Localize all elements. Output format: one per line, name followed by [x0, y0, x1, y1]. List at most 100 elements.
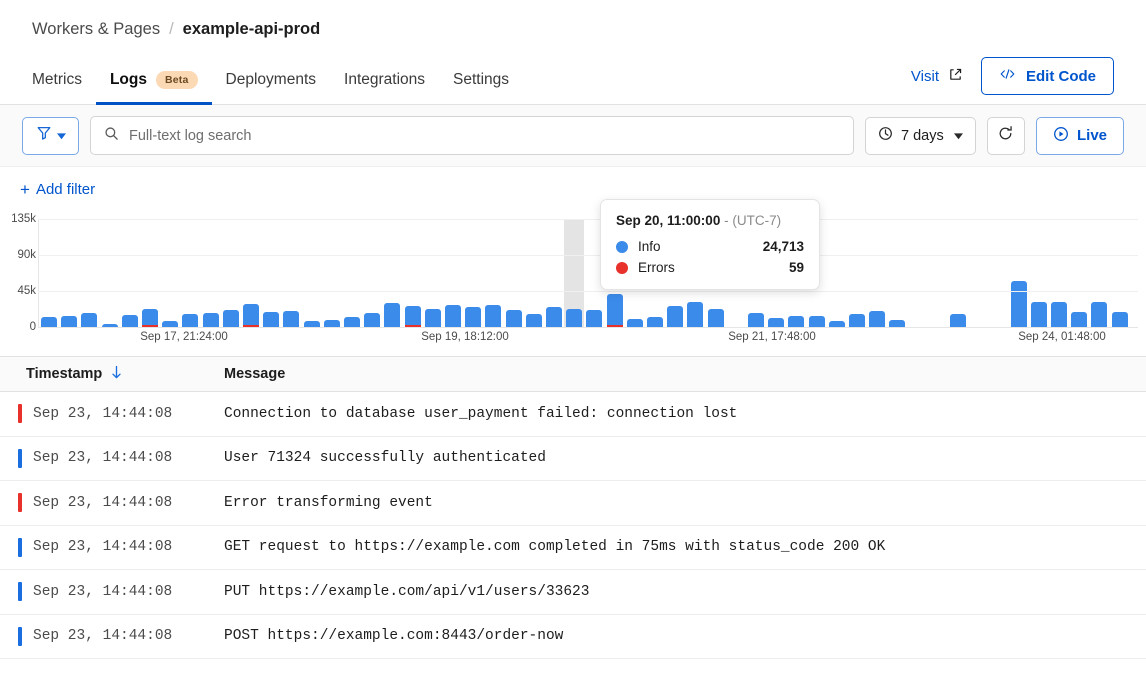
chart-gridline — [38, 255, 1138, 256]
logs-table: Timestamp Message Sep 23, 14:44:08 Connec… — [0, 356, 1146, 659]
chart-bar-info[interactable] — [182, 313, 199, 327]
chart-bar-info[interactable] — [768, 318, 785, 327]
live-button[interactable]: Live — [1035, 116, 1124, 155]
breadcrumb-current: example-api-prod — [182, 19, 321, 38]
chart-bar-info[interactable] — [889, 319, 906, 327]
chart-bar-info[interactable] — [162, 320, 179, 327]
chart-bar-info[interactable] — [950, 314, 966, 327]
chart-bar-info[interactable] — [505, 310, 522, 327]
chart-bar-info[interactable] — [546, 307, 562, 327]
tab-bar: Metrics Logs Beta Deployments Integratio… — [0, 57, 1146, 105]
chart-bar-info[interactable] — [121, 315, 138, 327]
chart-bar-info[interactable] — [202, 312, 219, 327]
chart-bar-info[interactable] — [384, 303, 401, 327]
chart-gridline — [38, 327, 1138, 328]
tab-deployments-label: Deployments — [225, 71, 317, 88]
chart-x-tick-label: Sep 24, 01:48:00 — [1018, 331, 1106, 343]
chart-bar-info[interactable] — [485, 304, 502, 327]
search-box[interactable] — [90, 116, 854, 155]
breadcrumb-separator: / — [169, 19, 174, 38]
visit-link[interactable]: Visit — [911, 67, 963, 86]
chart-y-tick-label: 45k — [17, 285, 36, 297]
chart-bar-info[interactable] — [667, 306, 684, 327]
chart-bar-info[interactable] — [647, 316, 663, 327]
edit-code-label: Edit Code — [1026, 67, 1096, 85]
chart-bar-info[interactable] — [465, 307, 482, 327]
log-volume-chart[interactable]: 0 45k 90k 135k Sep 17, 21:24:00 Sep 19, 18:1… — [0, 211, 1146, 356]
chart-bar-info[interactable] — [323, 319, 340, 327]
chart-bar-errors[interactable] — [243, 325, 259, 327]
search-input[interactable] — [129, 127, 840, 144]
refresh-button[interactable] — [986, 116, 1025, 155]
chart-bar-info[interactable] — [707, 309, 724, 327]
filter-dropdown-button[interactable] — [22, 116, 79, 155]
chart-bar-errors[interactable] — [606, 325, 623, 327]
chart-bar-info[interactable] — [869, 311, 886, 327]
tooltip-errors-label: Errors — [638, 260, 675, 275]
chart-bar-info[interactable] — [303, 320, 320, 327]
tab-metrics[interactable]: Metrics — [18, 71, 96, 105]
table-row[interactable]: Sep 23, 14:44:08 POST https://example.com… — [0, 615, 1146, 659]
chart-bar-info[interactable] — [445, 305, 461, 327]
chart-bar-info[interactable] — [263, 311, 280, 327]
chart-bar-info[interactable] — [222, 310, 239, 327]
chart-bar-info[interactable] — [1091, 302, 1108, 327]
chart-bar-info[interactable] — [243, 304, 259, 325]
chart-bar-info[interactable] — [748, 312, 764, 327]
chart-bar-info[interactable] — [283, 311, 300, 327]
funnel-icon — [36, 125, 52, 146]
chart-bar-info[interactable] — [849, 314, 865, 327]
cell-timestamp: Sep 23, 14:44:08 — [33, 539, 173, 556]
chart-bar-info[interactable] — [344, 316, 360, 327]
chart-bar-errors[interactable] — [142, 325, 158, 327]
chart-bar-info[interactable] — [1051, 302, 1067, 327]
chart-bar-info[interactable] — [364, 312, 381, 327]
tab-integrations[interactable]: Integrations — [330, 71, 439, 105]
column-header-message[interactable]: Message — [224, 366, 286, 382]
add-filter-button[interactable]: + Add filter — [20, 181, 95, 198]
chart-bar-info[interactable] — [81, 313, 98, 327]
tab-integrations-label: Integrations — [344, 71, 426, 88]
cell-message: GET request to https://example.com compl… — [224, 539, 886, 556]
chart-bar-info[interactable] — [566, 308, 583, 327]
chart-bar-info[interactable] — [687, 302, 704, 327]
edit-code-button[interactable]: Edit Code — [981, 57, 1114, 95]
table-row[interactable]: Sep 23, 14:44:08 PUT https://example.com/… — [0, 570, 1146, 615]
chart-bar-info[interactable] — [1111, 311, 1128, 327]
chart-bar-info[interactable] — [142, 309, 158, 325]
chart-bar-info[interactable] — [41, 316, 57, 327]
chart-bar-info[interactable] — [788, 315, 805, 327]
clock-icon — [878, 126, 893, 145]
chart-y-tick-label: 0 — [29, 321, 36, 333]
tab-logs[interactable]: Logs Beta — [95, 71, 212, 105]
table-row[interactable]: Sep 23, 14:44:08 Connection to database u… — [0, 392, 1146, 437]
chart-bars[interactable] — [41, 211, 1138, 356]
chart-bar-errors[interactable] — [404, 325, 421, 327]
chart-bar-info[interactable] — [101, 324, 118, 327]
chart-y-axis: 0 45k 90k 135k — [0, 211, 36, 356]
chart-bar-info[interactable] — [424, 309, 441, 327]
chart-bar-info[interactable] — [828, 321, 845, 327]
table-row[interactable]: Sep 23, 14:44:08 User 71324 successfully … — [0, 437, 1146, 481]
beta-badge: Beta — [155, 71, 198, 89]
severity-indicator — [18, 493, 22, 513]
chart-bar-info[interactable] — [404, 305, 421, 325]
chart-bar-info[interactable] — [1071, 311, 1088, 327]
chart-bar-info[interactable] — [808, 315, 825, 327]
add-filter-label: Add filter — [35, 180, 96, 198]
tab-deployments[interactable]: Deployments — [212, 71, 330, 105]
table-row[interactable]: Sep 23, 14:44:08 Error transforming event — [0, 481, 1146, 526]
chart-bar-info[interactable] — [626, 319, 643, 327]
chart-bar-info[interactable] — [1030, 302, 1047, 327]
chart-bar-info[interactable] — [606, 293, 623, 325]
time-range-selector[interactable]: 7 days — [864, 116, 976, 155]
chart-bar-info[interactable] — [1010, 280, 1027, 327]
chart-bar-info[interactable] — [61, 315, 78, 327]
chart-bar-info[interactable] — [586, 310, 603, 327]
column-header-timestamp[interactable]: Timestamp — [0, 365, 224, 384]
chart-bar-info[interactable] — [525, 314, 542, 327]
breadcrumb-parent-link[interactable]: Workers & Pages — [32, 19, 161, 38]
tab-settings[interactable]: Settings — [439, 71, 523, 105]
table-row[interactable]: Sep 23, 14:44:08 GET request to https://e… — [0, 526, 1146, 570]
visit-label: Visit — [910, 67, 939, 85]
